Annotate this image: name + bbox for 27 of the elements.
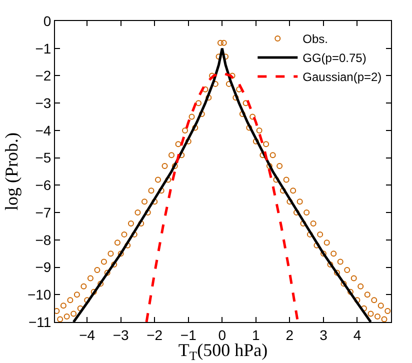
legend-label: Obs. bbox=[302, 32, 328, 46]
x-tick-label: −2 bbox=[146, 326, 163, 343]
y-tick-label: −10 bbox=[27, 286, 52, 303]
x-tick-label: 2 bbox=[286, 326, 294, 343]
x-tick-label: 1 bbox=[252, 326, 260, 343]
x-tick-label: −3 bbox=[112, 326, 130, 343]
x-tick-label: −4 bbox=[79, 326, 96, 343]
y-tick-label: −7 bbox=[35, 204, 52, 220]
y-tick-label: −5 bbox=[35, 150, 52, 166]
y-tick-label: −2 bbox=[35, 68, 52, 84]
y-tick-label: −8 bbox=[35, 232, 52, 248]
y-tick-label: 0 bbox=[43, 12, 52, 29]
y-tick-label: −6 bbox=[35, 177, 52, 194]
x-tick-label: 0 bbox=[218, 326, 226, 343]
x-axis-title: T$_{T}$(500 hPa) bbox=[178, 340, 268, 363]
y-tick-label: −3 bbox=[35, 94, 52, 111]
line-series bbox=[145, 72, 300, 322]
y-tick-label: −1 bbox=[35, 40, 52, 56]
y-axis-title: log (Prob.) bbox=[2, 132, 22, 210]
x-tick-label: 4 bbox=[353, 326, 362, 343]
legend-label: GG(p=0.75) bbox=[302, 51, 366, 66]
x-tick-label: 3 bbox=[320, 326, 328, 343]
legend-label: Gaussian(p=2) bbox=[302, 70, 382, 84]
y-tick-label: −11 bbox=[28, 314, 52, 330]
y-tick-label: −4 bbox=[35, 122, 52, 138]
x-tick-label: −1 bbox=[180, 326, 197, 343]
y-tick-label: −9 bbox=[35, 259, 52, 276]
